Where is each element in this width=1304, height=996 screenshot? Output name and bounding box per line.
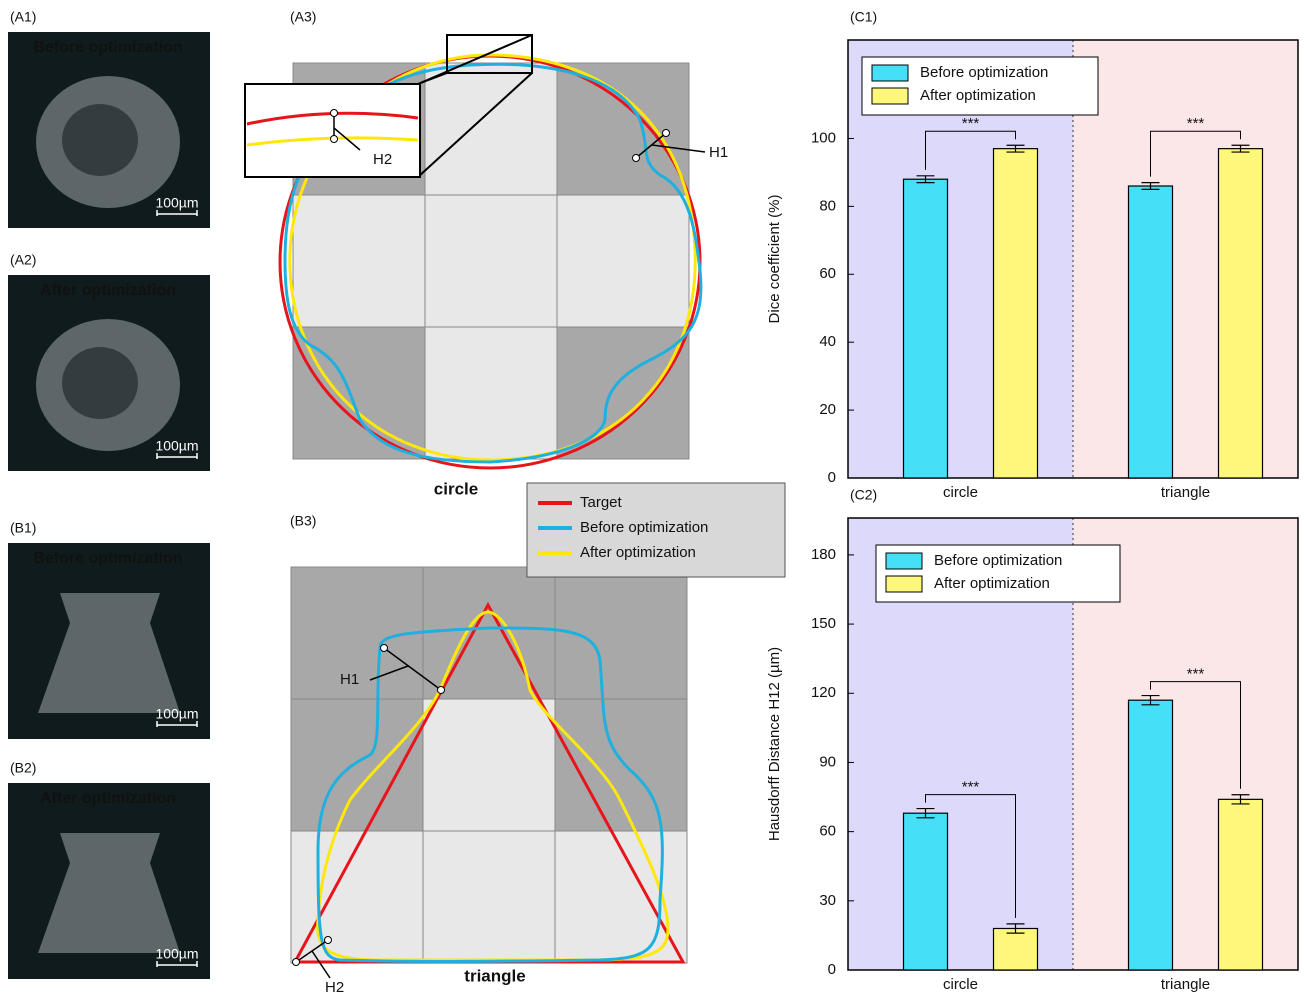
cell-core: [62, 347, 138, 419]
h1-label: H1: [340, 671, 359, 688]
panel-background: [1073, 40, 1298, 478]
caption: Before optimization: [33, 550, 182, 567]
scale-label: 100µm: [155, 946, 198, 962]
legend-swatch: [872, 65, 908, 81]
charts: (C1) 0 20 40 60 80 100 Dice coefficient (%) circ…: [766, 9, 1298, 993]
y-tick-label: 60: [819, 265, 836, 282]
page: { "micrographs": [ {"label": "(A1)", "ca…: [0, 0, 1304, 996]
y-tick-label: 100: [811, 129, 836, 146]
y-tick-label: 20: [819, 401, 836, 418]
figure: (A3) H2 H1 circle (B3) H1 H2 triangle Ta…: [0, 0, 1304, 996]
scale-label: 100µm: [155, 195, 198, 211]
h2-label: H2: [373, 151, 392, 168]
y-tick-label: 60: [819, 823, 836, 840]
panel-label: (B2): [10, 760, 36, 776]
caption: After optimization: [40, 282, 176, 299]
x-tick-label: circle: [943, 976, 978, 993]
panel-label: (B3): [290, 513, 316, 529]
significance-label: ***: [1187, 666, 1205, 683]
scale-label: 100µm: [155, 706, 198, 722]
x-tick-label: circle: [943, 484, 978, 501]
legend-label: After optimization: [934, 575, 1050, 592]
legend-label: Before optimization: [920, 64, 1048, 81]
y-tick-label: 40: [819, 333, 836, 350]
shape-label: triangle: [464, 966, 525, 985]
h1-label: H1: [709, 144, 728, 161]
significance-label: ***: [962, 115, 980, 132]
panel-label: (C1): [850, 9, 877, 25]
y-tick-label: 30: [819, 892, 836, 909]
circle-diagram: (A3) H2 H1 circle: [245, 9, 728, 499]
legend-label: Before optimization: [580, 519, 708, 536]
legend-label: After optimization: [580, 544, 696, 561]
bar: [994, 149, 1038, 478]
panel-label: (C2): [850, 487, 877, 503]
shape-label: circle: [434, 479, 478, 498]
legend-label: Before optimization: [934, 552, 1062, 569]
h2-label: H2: [325, 979, 344, 996]
panel-label: (B1): [10, 520, 36, 536]
panel-label: (A1): [10, 9, 36, 25]
panel-label: (A2): [10, 252, 36, 268]
y-tick-label: 90: [819, 753, 836, 770]
y-tick-label: 180: [811, 546, 836, 563]
y-axis-label: Hausdorff Distance H12 (µm): [766, 647, 783, 841]
legend-swatch: [886, 553, 922, 569]
legend-swatch: [872, 88, 908, 104]
significance-label: ***: [1187, 115, 1205, 132]
caption: After optimization: [40, 790, 176, 807]
triangle-diagram: (B3) H1 H2 triangle: [290, 513, 687, 996]
x-tick-label: triangle: [1161, 484, 1210, 501]
cell-core: [62, 104, 138, 176]
bar: [1129, 186, 1173, 478]
significance-label: ***: [962, 779, 980, 796]
y-tick-label: 0: [828, 469, 836, 486]
y-tick-label: 120: [811, 684, 836, 701]
y-axis-label: Dice coefficient (%): [766, 195, 783, 324]
caption: Before optimization: [33, 39, 182, 56]
y-tick-label: 0: [828, 961, 836, 978]
legend-swatch: [886, 576, 922, 592]
bar: [904, 813, 948, 970]
bar: [994, 928, 1038, 970]
x-tick-label: triangle: [1161, 976, 1210, 993]
bar: [1219, 799, 1263, 970]
panel-label: (A3): [290, 9, 316, 25]
legend-label: After optimization: [920, 87, 1036, 104]
bar: [1129, 700, 1173, 970]
y-tick-label: 150: [811, 615, 836, 632]
scale-label: 100µm: [155, 438, 198, 454]
y-tick-label: 80: [819, 197, 836, 214]
legend: Target Before optimization After optimizat…: [527, 483, 785, 577]
bar: [904, 179, 948, 478]
legend-label: Target: [580, 494, 623, 511]
bar: [1219, 149, 1263, 478]
